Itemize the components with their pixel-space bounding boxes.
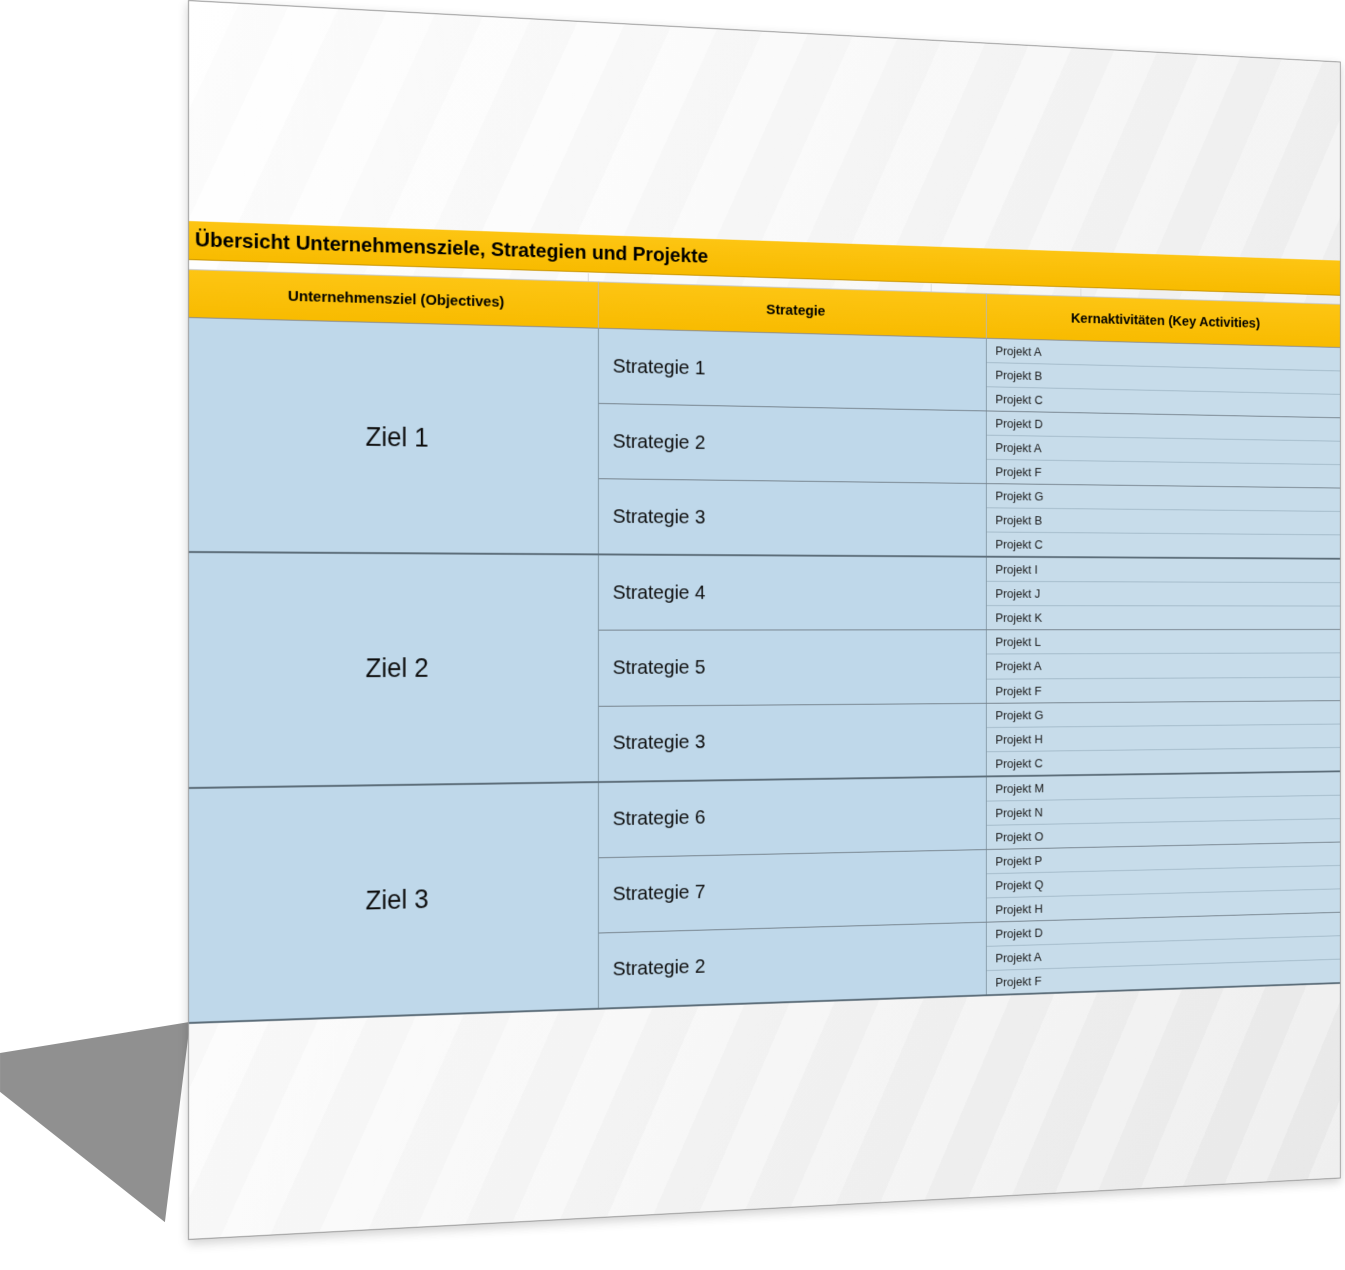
strategy-cell: Strategie 7 xyxy=(598,849,987,933)
document-title: Übersicht Unternehmensziele, Strategien … xyxy=(194,228,709,268)
project-rows: Projekt A Projekt B Projekt C xyxy=(986,338,1340,418)
goal-row: Ziel 3 Strategie 6 Projekt M Projekt N Proje… xyxy=(188,771,1340,1024)
project-rows: Projekt M Projekt N Projekt O xyxy=(986,771,1340,849)
strategy-cell: Strategie 3 xyxy=(598,479,987,557)
project-cell: Projekt F xyxy=(986,677,1340,703)
strategy-rows: Strategie 6 Projekt M Projekt N Projekt O St… xyxy=(598,771,1340,1008)
project-rows: Projekt G Projekt B Projekt C xyxy=(986,484,1340,559)
gridline-tick xyxy=(1080,288,1082,297)
gridline-tick xyxy=(930,283,932,292)
goals-table: Ziel 1 Strategie 1 Projekt A Projekt B Proje… xyxy=(188,318,1340,1024)
strategy-row: Strategie 2 Projekt D Projekt A Projekt F xyxy=(598,404,1340,489)
strategy-cell: Strategie 6 xyxy=(598,777,987,858)
project-cell: Projekt K xyxy=(986,606,1340,630)
project-cell: Projekt C xyxy=(986,532,1340,559)
project-cell: Projekt J xyxy=(986,582,1340,607)
strategy-cell: Strategie 2 xyxy=(598,922,987,1008)
strategy-cell: Strategie 4 xyxy=(598,555,987,631)
project-rows: Projekt G Projekt H Projekt C xyxy=(986,700,1340,776)
goal-row: Ziel 1 Strategie 1 Projekt A Projekt B Proje… xyxy=(188,318,1340,560)
goal-cell: Ziel 1 xyxy=(188,318,599,554)
goal-row: Ziel 2 Strategie 4 Projekt I Projekt J Proje… xyxy=(188,553,1340,789)
project-cell: Projekt L xyxy=(986,630,1340,655)
project-cell: Projekt C xyxy=(986,747,1340,776)
gridline-tick xyxy=(587,273,589,282)
project-cell: Projekt B xyxy=(986,508,1340,536)
strategy-cell: Strategie 5 xyxy=(598,630,987,706)
project-cell: Projekt I xyxy=(986,557,1340,584)
project-rows: Projekt I Projekt J Projekt K xyxy=(986,557,1340,630)
project-cell: Projekt A xyxy=(986,653,1340,680)
goal-cell: Ziel 3 xyxy=(188,782,599,1022)
strategy-cell: Strategie 2 xyxy=(598,404,987,484)
strategy-row: Strategie 4 Projekt I Projekt J Projekt K xyxy=(598,555,1340,632)
project-cell: Projekt F xyxy=(986,459,1340,488)
strategy-cell: Strategie 1 xyxy=(598,328,987,411)
strategy-row: Strategie 5 Projekt L Projekt A Projekt F xyxy=(598,630,1340,707)
document-page: Übersicht Unternehmensziele, Strategien … xyxy=(188,0,1341,1240)
project-rows: Projekt D Projekt A Projekt F xyxy=(986,411,1340,488)
project-rows: Projekt D Projekt A Projekt F xyxy=(986,912,1340,995)
project-rows: Projekt P Projekt Q Projekt H xyxy=(986,842,1340,922)
project-rows: Projekt L Projekt A Projekt F xyxy=(986,630,1340,703)
strategy-row: Strategie 3 Projekt G Projekt H Projekt C xyxy=(598,700,1340,781)
strategy-rows: Strategie 1 Projekt A Projekt B Projekt C St… xyxy=(598,328,1340,559)
strategy-rows: Strategie 4 Projekt I Projekt J Projekt K St… xyxy=(598,555,1340,781)
scene: Übersicht Unternehmensziele, Strategien … xyxy=(0,0,1345,1241)
project-cell: Projekt G xyxy=(986,484,1340,513)
page-shadow xyxy=(0,1021,191,1223)
goal-cell: Ziel 2 xyxy=(188,553,599,787)
strategy-cell: Strategie 3 xyxy=(598,703,987,781)
strategy-row: Strategie 3 Projekt G Projekt B Projekt C xyxy=(598,479,1340,559)
project-cell: Projekt G xyxy=(986,700,1340,728)
